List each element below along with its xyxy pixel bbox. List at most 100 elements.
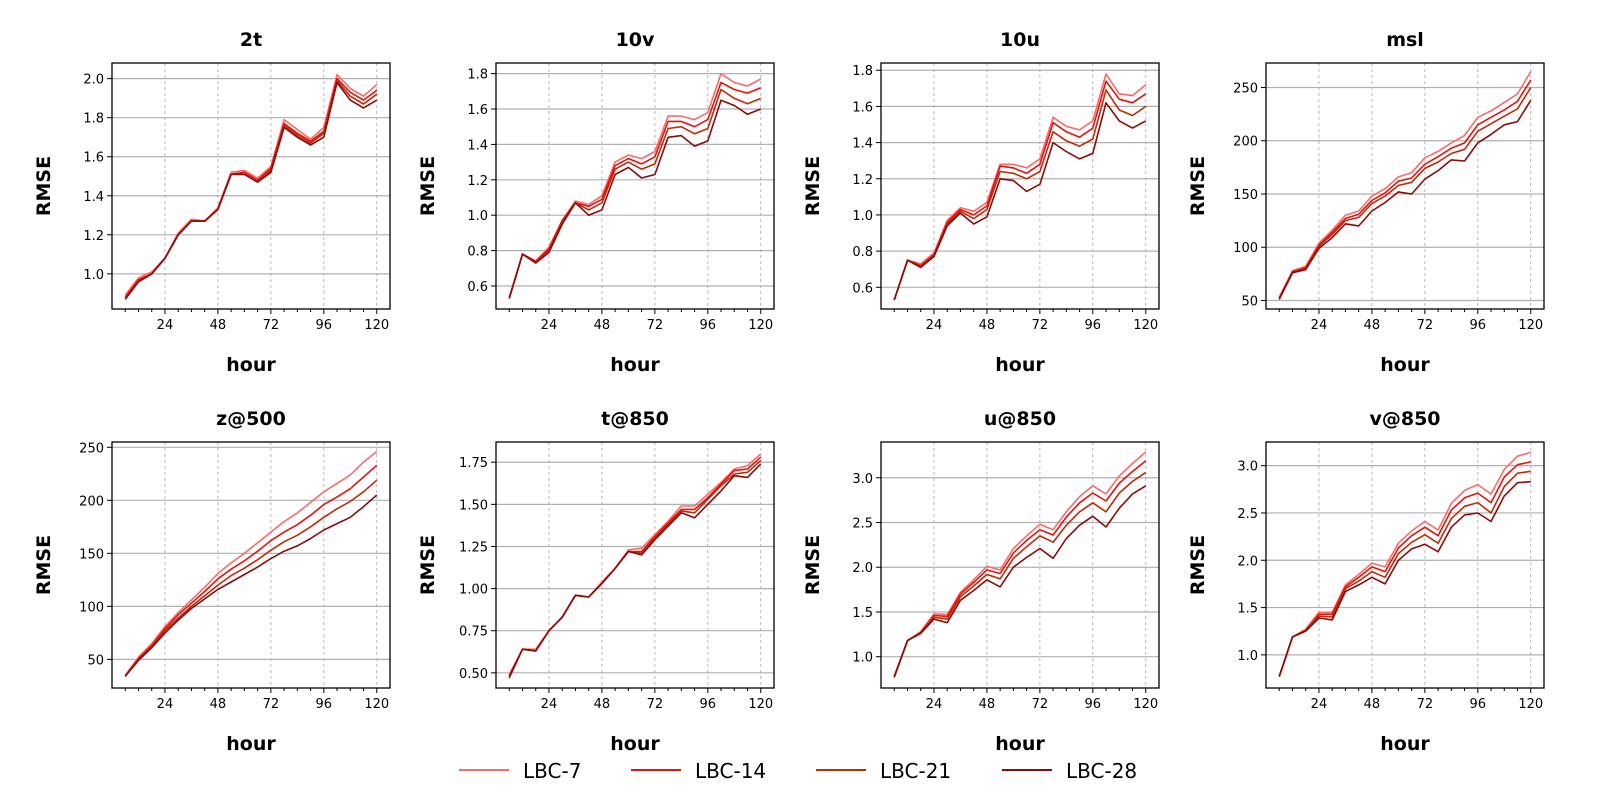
- series-line-lbc-28: [1278, 99, 1532, 300]
- x-axis-label: hour: [1380, 354, 1430, 376]
- subplot-title: t@850: [601, 408, 669, 430]
- y-tick-label: 1.6: [852, 100, 873, 115]
- subplot: 24 48 72 96 120 1.0 1.5 2.0 2.5 3.0 v@850 hour RMSE: [1187, 408, 1545, 755]
- series-line-lbc-7: [508, 72, 762, 299]
- y-tick-label: 0.75: [459, 625, 488, 640]
- series-line-lbc-28: [893, 485, 1147, 678]
- subplot-grid: 24 48 72 96 1201.01.21.41.61.82.02thourRMSE2…: [33, 29, 1545, 755]
- series-line-lbc-28: [124, 81, 378, 300]
- plot-frame: [495, 441, 775, 689]
- y-tick-label: 1.8: [83, 112, 104, 127]
- y-tick-label: 1.0: [467, 209, 488, 224]
- y-axis-label: RMSE: [417, 535, 439, 595]
- y-tick-label: 1.50: [459, 498, 488, 513]
- x-tick-label: 24: [157, 318, 174, 333]
- y-tick-label: 0.8: [467, 245, 488, 260]
- legend-label: LBC-28: [1066, 759, 1137, 783]
- x-tick-label: 24: [157, 697, 174, 712]
- y-tick-label: 1.25: [459, 540, 488, 555]
- plot-frame: [111, 441, 391, 689]
- series-line-lbc-28: [508, 99, 762, 299]
- y-tick-label: 1.00: [459, 583, 488, 598]
- y-tick-label: 3.0: [1237, 460, 1258, 475]
- x-tick-label: 96: [316, 318, 333, 333]
- series-line-lbc-14: [508, 456, 762, 677]
- x-axis-label: hour: [226, 354, 276, 376]
- x-tick-label: 96: [316, 697, 333, 712]
- subplot: 24 48 72 96 120 0.6 0.8 1.0 1.2 1.4 1.6 1.8 10u hour R…: [802, 29, 1160, 376]
- subplot: 24 48 72 96 120 50 100 150 200 250 z@500 hour RMSE: [33, 408, 391, 755]
- series-line-lbc-14: [1278, 461, 1531, 677]
- y-tick-label: 1.8: [467, 68, 488, 83]
- series-line-lbc-14: [1278, 79, 1532, 299]
- series-line-lbc-14: [893, 460, 1147, 677]
- y-axis-label: RMSE: [417, 156, 439, 216]
- x-tick-label: 48: [979, 697, 996, 712]
- y-tick-label: 1.6: [467, 103, 488, 118]
- x-tick-label: 72: [1032, 697, 1049, 712]
- y-tick-label: 1.8: [852, 64, 873, 79]
- y-tick-label: 1.0: [852, 651, 873, 666]
- legend-label: LBC-7: [523, 759, 581, 783]
- y-tick-label: 50: [87, 653, 104, 668]
- subplot-title: z@500: [216, 408, 286, 430]
- y-tick-label: 0.50: [459, 667, 488, 682]
- y-tick-label: 250: [79, 441, 104, 456]
- x-tick-label: 24: [926, 697, 943, 712]
- y-tick-label: 2.0: [1237, 554, 1258, 569]
- plot-frame: [1265, 62, 1545, 310]
- x-tick-label: 120: [1518, 697, 1543, 712]
- x-tick-label: 120: [748, 697, 773, 712]
- x-tick-label: 72: [1417, 318, 1434, 333]
- subplot-title: msl: [1386, 29, 1424, 51]
- x-axis-label: hour: [610, 733, 660, 755]
- series-line-lbc-7: [508, 453, 762, 675]
- y-tick-label: 1.4: [852, 137, 873, 152]
- legend-label: LBC-14: [695, 759, 766, 783]
- x-tick-label: 96: [700, 318, 717, 333]
- subplot-title: 10u: [1000, 29, 1040, 51]
- x-tick-label: 120: [748, 318, 773, 333]
- y-axis-label: RMSE: [1187, 535, 1209, 595]
- subplot: 24 48 72 96 120 50 100 150 200 250 msl hour RMSE: [1187, 29, 1545, 376]
- y-tick-label: 2.5: [1237, 507, 1258, 522]
- plot-frame: [1265, 441, 1545, 689]
- y-tick-label: 1.6: [83, 151, 104, 166]
- series-line-lbc-28: [124, 494, 378, 677]
- subplot-title: 10v: [616, 29, 655, 51]
- x-tick-label: 72: [1032, 318, 1049, 333]
- series-line-lbc-7: [1278, 451, 1532, 677]
- x-tick-label: 48: [979, 318, 996, 333]
- y-tick-label: 200: [1233, 135, 1258, 150]
- x-tick-label: 96: [1470, 697, 1487, 712]
- series-line-lbc-14: [508, 81, 762, 299]
- legend-entry: LBC-28: [1002, 759, 1137, 783]
- x-tick-label: 96: [1085, 318, 1102, 333]
- x-tick-label: 72: [647, 318, 664, 333]
- x-axis-label: hour: [226, 733, 276, 755]
- y-tick-label: 1.2: [467, 174, 488, 189]
- y-axis-label: RMSE: [33, 156, 55, 216]
- y-tick-label: 50: [1241, 294, 1258, 309]
- x-tick-label: 120: [1133, 697, 1158, 712]
- series-line-lbc-7: [124, 450, 378, 676]
- x-tick-label: 24: [541, 697, 558, 712]
- x-axis-label: hour: [995, 733, 1045, 755]
- y-tick-label: 2.5: [852, 517, 873, 532]
- x-tick-label: 96: [700, 697, 717, 712]
- series-line-lbc-21: [124, 79, 378, 300]
- series-line-lbc-14: [893, 80, 1147, 301]
- plot-frame: [495, 62, 775, 310]
- x-tick-label: 48: [210, 697, 227, 712]
- series-line-lbc-21: [893, 471, 1147, 678]
- x-tick-label: 48: [1364, 318, 1381, 333]
- x-tick-label: 120: [364, 697, 389, 712]
- x-tick-label: 96: [1085, 697, 1102, 712]
- x-tick-label: 72: [647, 697, 664, 712]
- x-tick-label: 24: [541, 318, 558, 333]
- legend-label: LBC-21: [880, 759, 951, 783]
- x-tick-label: 72: [1417, 697, 1434, 712]
- series-line-lbc-7: [893, 451, 1147, 677]
- series-line-lbc-21: [508, 459, 762, 677]
